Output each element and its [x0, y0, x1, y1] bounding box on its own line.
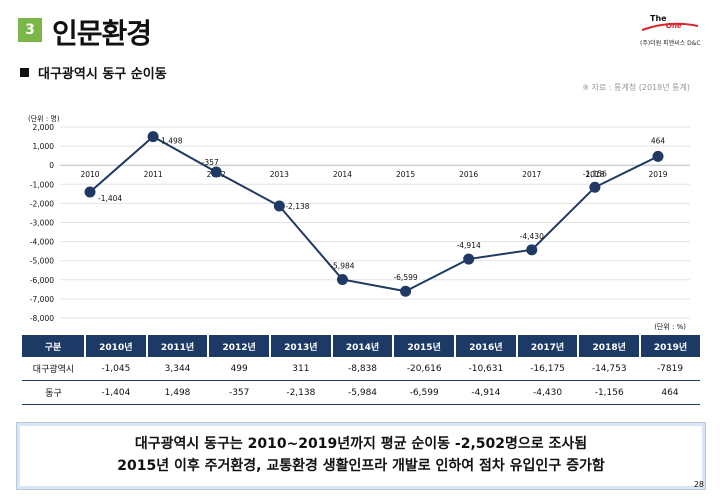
data-label: 1,498: [161, 137, 183, 146]
x-tick-label: 2010: [80, 170, 99, 179]
logo-swoosh-icon: [641, 22, 699, 31]
company-logo: The One (주)더원 피앤씨스 D&C: [640, 14, 704, 48]
table-cell: -7819: [640, 357, 700, 381]
table-cell: -357: [208, 380, 271, 405]
table-row: 동구 -1,404 1,498 -357 -2,138 -5,984 -6,59…: [22, 380, 700, 405]
y-tick-label: 2,000: [33, 123, 55, 132]
table-header-cell: 2013년: [269, 335, 332, 357]
table-header-cell: 2012년: [207, 335, 271, 357]
y-unit-label: (단위 : 명): [28, 114, 60, 123]
table-header-row: 구분 2010년 2011년 2012년 2013년 2014년 2015년 2…: [22, 335, 700, 357]
section-number-badge: 3: [18, 18, 42, 42]
table-cell: 311: [270, 357, 332, 381]
data-label: -357: [202, 158, 219, 167]
data-label: -6,599: [393, 273, 417, 282]
y-tick-label: -5,000: [30, 257, 54, 266]
data-point: [526, 244, 538, 256]
table-header-cell: 2017년: [515, 335, 579, 357]
table-row: 대구광역시 -1,045 3,344 499 311 -8,838 -20,61…: [22, 357, 700, 381]
x-tick-label: 2011: [144, 170, 163, 179]
page-number: 28: [693, 480, 704, 489]
y-tick-label: -3,000: [30, 219, 54, 228]
table-header-cell: 2016년: [454, 335, 517, 357]
data-point: [210, 166, 222, 178]
data-point: [400, 285, 412, 297]
data-point: [652, 150, 664, 162]
y-tick-label: -8,000: [30, 314, 54, 323]
table-cell: 1,498: [146, 380, 209, 405]
data-point: [589, 181, 601, 193]
table-header-cell: 구분: [22, 335, 85, 357]
data-point: [84, 186, 96, 198]
table-cell: -2,138: [270, 380, 332, 405]
x-tick-label: 2013: [270, 170, 289, 179]
data-label: -5,984: [330, 261, 354, 270]
table-cell: -1,156: [578, 380, 641, 405]
table-cell: -4,430: [516, 380, 579, 405]
data-point: [273, 200, 285, 212]
migration-table: 구분 2010년 2011년 2012년 2013년 2014년 2015년 2…: [22, 335, 700, 405]
table-cell: -14,753: [578, 357, 641, 381]
data-label: -4,430: [520, 232, 544, 241]
x-tick-label: 2014: [333, 170, 352, 179]
x-tick-label: 2015: [396, 170, 415, 179]
table-cell: -8,838: [331, 357, 394, 381]
page-title: 인문환경: [52, 17, 152, 50]
table-unit-label: (단위 : %): [654, 323, 686, 331]
section-subtitle: 대구광역시 동구 순이동: [38, 67, 167, 82]
table-cell: 동구: [22, 380, 85, 405]
table-header-cell: 2015년: [392, 335, 456, 357]
table-cell: -1,045: [85, 357, 147, 381]
y-tick-label: -6,000: [30, 276, 54, 285]
table-cell: 464: [640, 380, 700, 405]
table-cell: -6,599: [393, 380, 456, 405]
table-header-cell: 2011년: [145, 335, 209, 357]
data-point: [147, 131, 159, 143]
y-tick-label: -7,000: [30, 295, 54, 304]
y-tick-label: -4,000: [30, 238, 54, 247]
x-tick-label: 2018: [585, 170, 604, 179]
net-migration-line-chart: (단위 : 명)2,000 1,000 0 -1,000 -2,000 -3,000 -4,…: [28, 114, 690, 323]
y-tick-label: -2,000: [30, 199, 54, 208]
y-tick-label: 0: [49, 161, 54, 170]
logo-text-top: The: [650, 14, 667, 23]
data-label: -1,404: [98, 194, 122, 203]
table-cell: -1,404: [85, 380, 147, 405]
table-cell: 3,344: [146, 357, 209, 381]
data-point: [336, 273, 348, 285]
source-note: ※ 자료 : 통계청 (2018년 통계): [582, 83, 690, 92]
table-cell: -5,984: [331, 380, 394, 405]
table-cell: 대구광역시: [22, 357, 85, 381]
table-header-cell: 2014년: [330, 335, 394, 357]
table-header-cell: 2010년: [84, 335, 147, 357]
summary-line-2: 2015년 이후 주거환경, 교통환경 생활인프라 개발로 인하여 점차 유입인…: [117, 458, 605, 474]
series-line: [89, 135, 659, 293]
data-point: [463, 253, 475, 265]
x-tick-label: 2019: [648, 170, 667, 179]
table-cell: -16,175: [516, 357, 579, 381]
x-tick-label: 2016: [459, 170, 478, 179]
data-label: -2,138: [285, 202, 309, 211]
table-header-cell: 2018년: [577, 335, 641, 357]
x-tick-label: 2017: [522, 170, 541, 179]
subtitle-bullet: [20, 68, 29, 77]
table-header-cell: 2019년: [639, 335, 700, 357]
table-cell: -10,631: [455, 357, 517, 381]
data-label: -4,914: [457, 241, 481, 250]
summary-line-1: 대구광역시 동구는 2010~2019년까지 평균 순이동 -2,502명으로 …: [134, 436, 588, 452]
y-tick-label: 1,000: [33, 142, 55, 151]
data-label: -1,156: [583, 169, 607, 178]
summary-box: 대구광역시 동구는 2010~2019년까지 평균 순이동 -2,502명으로 …: [16, 422, 706, 490]
data-label: 464: [651, 136, 666, 145]
table-cell: -4,914: [455, 380, 517, 405]
logo-text-mid: One: [666, 22, 682, 30]
table-cell: 499: [208, 357, 271, 381]
table-cell: -20,616: [393, 357, 456, 381]
y-tick-label: -1,000: [30, 180, 54, 189]
logo-text-bottom: (주)더원 피앤씨스 D&C: [640, 40, 701, 47]
